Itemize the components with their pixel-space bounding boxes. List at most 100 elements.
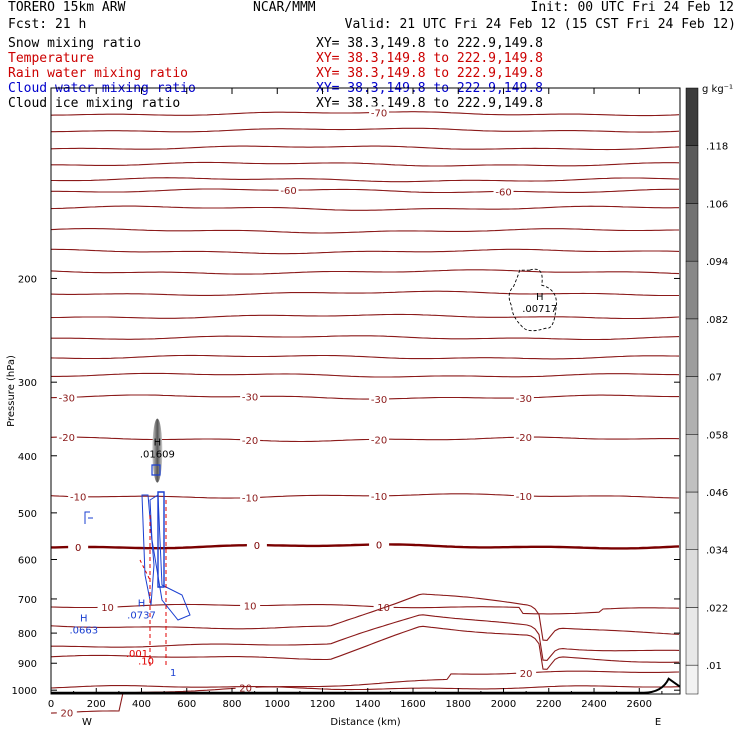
x-tick-label: 2600 bbox=[627, 699, 652, 710]
isotherm-label-bg bbox=[493, 185, 514, 198]
y-tick-label: 400 bbox=[18, 452, 37, 463]
isotherm-label--60: -60 bbox=[280, 186, 296, 197]
x-tick-label: 1200 bbox=[310, 699, 335, 710]
isotherm-label-bg bbox=[56, 431, 77, 444]
x-tick-label: 1800 bbox=[446, 699, 471, 710]
x-tick-label: 1000 bbox=[265, 699, 290, 710]
y-tick-label: 300 bbox=[18, 378, 37, 389]
isotherm-line bbox=[50, 228, 679, 234]
colorbar-segment bbox=[685, 203, 699, 262]
colorbar-label: .07 bbox=[706, 373, 722, 384]
y-tick-label: 700 bbox=[18, 595, 37, 606]
x-tick-label: 2400 bbox=[581, 699, 606, 710]
isotherm-line bbox=[50, 290, 679, 297]
colorbar-segment bbox=[685, 664, 699, 695]
colorbar-segment bbox=[685, 607, 699, 666]
isotherm--10 bbox=[50, 493, 680, 499]
colorbar-label: .046 bbox=[706, 488, 728, 499]
fcst-label: Fcst: 21 h bbox=[8, 17, 87, 32]
max-value: .01609 bbox=[140, 450, 175, 461]
isotherm-label-bg bbox=[516, 666, 537, 679]
isotherm-label-bg bbox=[235, 681, 256, 694]
colorbar-units: g kg⁻¹ bbox=[702, 84, 733, 95]
isotherm--20 bbox=[50, 436, 680, 443]
isotherm-label-bg bbox=[369, 538, 390, 551]
isotherm-label-bg bbox=[56, 706, 77, 719]
y-tick-label: 600 bbox=[18, 556, 37, 567]
field-snow-xy: XY= 38.3,149.8 to 222.9,149.8 bbox=[316, 36, 543, 51]
init-label: Init: 00 UTC Fri 24 Feb 12 bbox=[530, 0, 735, 15]
colorbar-label: .01 bbox=[706, 661, 722, 672]
plot-frame bbox=[50, 87, 681, 695]
isotherm-label-10: 10 bbox=[244, 602, 257, 613]
valid-label: Valid: 21 UTC Fri 24 Feb 12 (15 CST Fri … bbox=[344, 17, 736, 32]
colorbar-segment bbox=[685, 491, 699, 550]
isotherm-label-20: 20 bbox=[520, 669, 533, 680]
cloud-water-contour bbox=[157, 491, 165, 588]
isotherm-10 bbox=[50, 603, 680, 615]
x-tick-label: 1400 bbox=[355, 699, 380, 710]
colorbar-label: .034 bbox=[706, 546, 728, 557]
isotherm--60 bbox=[51, 188, 679, 194]
field-temperature-xy: XY= 38.3,149.8 to 222.9,149.8 bbox=[316, 51, 543, 66]
isotherm-label--10: -10 bbox=[70, 493, 86, 504]
isotherm-label-bg bbox=[68, 490, 89, 503]
isotherm-line bbox=[51, 248, 680, 255]
colorbar-label: .058 bbox=[706, 430, 728, 441]
model-label: TORERO 15km ARW bbox=[8, 0, 126, 15]
isotherm-label-bg bbox=[56, 391, 77, 404]
isotherm-label-20: 20 bbox=[60, 708, 73, 719]
max-value: .10 bbox=[138, 656, 154, 667]
isotherm-label--20: -20 bbox=[59, 433, 75, 444]
max-label-H: H bbox=[138, 598, 146, 609]
isotherm-label-bg bbox=[369, 489, 390, 502]
colorbar-segment bbox=[685, 549, 699, 608]
isotherm-line bbox=[50, 354, 680, 360]
max-value: .00717 bbox=[522, 304, 557, 315]
isotherm-line bbox=[50, 205, 679, 211]
colorbar-label: .022 bbox=[706, 603, 728, 614]
isotherm-label-0: 0 bbox=[254, 541, 260, 552]
field-rain-name: Rain water mixing ratio bbox=[8, 66, 189, 81]
isotherm-label--20: -20 bbox=[516, 433, 532, 444]
isotherm-line bbox=[50, 685, 680, 691]
isotherm-label-bg bbox=[369, 393, 390, 406]
cloud-water-contour bbox=[149, 494, 191, 621]
isotherm-label-bg bbox=[513, 489, 534, 502]
isotherm-line bbox=[51, 161, 680, 167]
x-tick-label: 2000 bbox=[491, 699, 516, 710]
isotherm-line bbox=[50, 313, 680, 320]
colorbar-segment bbox=[685, 260, 699, 320]
max-value: .0663 bbox=[69, 626, 98, 637]
colorbar-label: .106 bbox=[706, 199, 728, 210]
isotherm-label--70: -70 bbox=[371, 108, 387, 119]
colorbar-segment bbox=[685, 318, 699, 377]
cloud-water-contour bbox=[84, 511, 93, 524]
isotherm-line bbox=[50, 145, 680, 151]
colorbar-label: .082 bbox=[706, 315, 728, 326]
colorbar-segment bbox=[685, 376, 699, 435]
max-label-H: H bbox=[536, 292, 544, 303]
isotherm--30 bbox=[50, 394, 679, 400]
cloud-ice-contour bbox=[508, 268, 557, 332]
x-tick-label: 600 bbox=[177, 699, 196, 710]
isotherm-label-bg bbox=[278, 184, 299, 197]
max-value: 1 bbox=[170, 668, 176, 679]
isotherm-label--10: -10 bbox=[242, 494, 258, 505]
x-tick-label: 800 bbox=[222, 699, 241, 710]
isotherm-label--20: -20 bbox=[242, 436, 258, 447]
isotherm--70 bbox=[50, 111, 680, 117]
isotherm-label-10: 10 bbox=[101, 603, 114, 614]
isotherm-label--10: -10 bbox=[516, 492, 532, 503]
y-tick-label: 500 bbox=[18, 509, 37, 520]
isotherm-line bbox=[51, 372, 680, 378]
isotherm-label-bg bbox=[97, 601, 118, 614]
x-tick-label: 2200 bbox=[536, 699, 561, 710]
isotherm-label--30: -30 bbox=[371, 395, 387, 406]
isotherm-label--10: -10 bbox=[371, 492, 387, 503]
x-end-label-east: E bbox=[655, 717, 661, 728]
isotherm-label-bg bbox=[246, 539, 267, 552]
isotherm-0 bbox=[51, 543, 680, 550]
x-tick-label: 1600 bbox=[400, 699, 425, 710]
